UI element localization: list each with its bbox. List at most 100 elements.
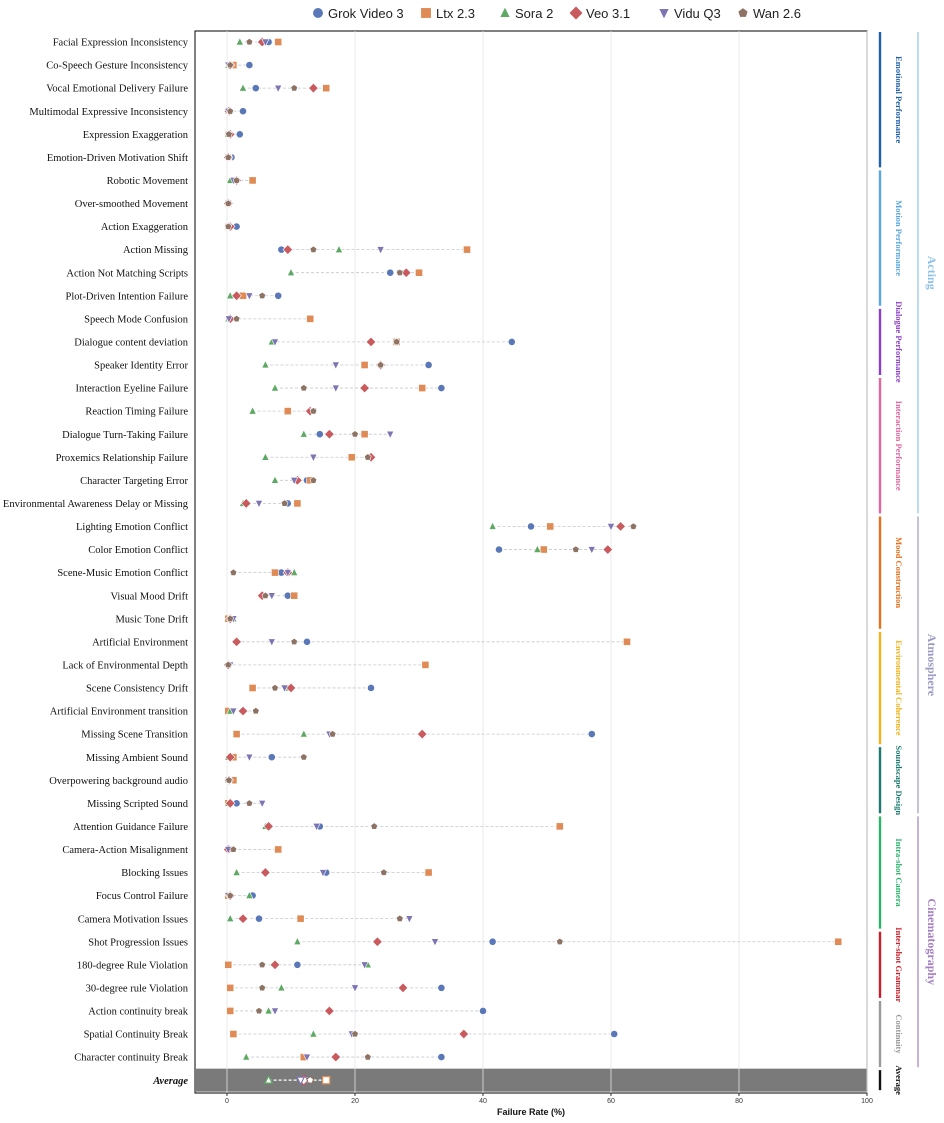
row-label: Speech Mode Confusion (84, 314, 189, 325)
legend-label: Veo 3.1 (586, 6, 630, 21)
data-row (256, 590, 299, 601)
data-point (248, 176, 257, 185)
subcategory: Emotional Performance (878, 32, 904, 168)
subcategory: Dialogue Performance (878, 301, 904, 383)
row-label: Proxemics Relationship Failure (56, 453, 189, 464)
data-point (308, 82, 319, 94)
data-point (309, 476, 318, 484)
data-point (271, 683, 279, 692)
data-row (488, 521, 638, 532)
data-point (372, 936, 383, 947)
data-point (405, 915, 414, 924)
data-row (223, 844, 283, 855)
data-point (437, 1053, 446, 1061)
data-point (232, 730, 241, 738)
subcategory: Inter-shot Grammar (878, 927, 904, 1003)
row-label: Environmental Awareness Delay or Missing (3, 499, 189, 510)
data-point (269, 959, 281, 971)
row-label: Vocal Emotional Delivery Failure (46, 84, 188, 95)
data-point (277, 982, 286, 992)
data-point (834, 937, 843, 946)
average-row (264, 1074, 331, 1086)
data-point (556, 937, 564, 945)
data-row (223, 152, 236, 163)
subcategory-label: Mood Construction (894, 537, 904, 608)
data-point (226, 614, 234, 622)
data-point (396, 914, 404, 922)
data-point (479, 1007, 487, 1015)
data-point (252, 707, 260, 715)
row-label: Overpowering background audio (49, 776, 188, 787)
data-point (267, 638, 276, 647)
data-point (364, 453, 372, 461)
data-point (437, 983, 446, 992)
data-point (424, 361, 433, 369)
subcategory: Average (878, 1065, 904, 1095)
subcategory: Mood Construction (878, 516, 904, 629)
data-row (224, 798, 267, 809)
row-label: Expression Exaggeration (83, 130, 189, 141)
data-point (251, 84, 260, 93)
legend-item: Vidu Q3 (657, 6, 721, 21)
data-point (274, 84, 283, 94)
legend-label: Grok Video 3 (328, 6, 404, 21)
data-point (324, 428, 335, 440)
data-point (606, 523, 616, 532)
row-label: Missing Scene Transition (81, 730, 189, 741)
row-label: Action Not Matching Scripts (66, 268, 188, 279)
legend-marker (737, 7, 749, 18)
row-label: Attention Guidance Failure (73, 822, 188, 833)
data-point (274, 38, 283, 46)
data-point (248, 406, 257, 415)
row-label: 30-degree rule Violation (86, 983, 189, 994)
data-point (258, 983, 266, 992)
data-point (254, 500, 264, 509)
data-row (224, 59, 254, 71)
data-point (270, 383, 280, 392)
row-label: Artificial Environment (92, 637, 188, 648)
data-point (264, 1006, 273, 1015)
data-point (309, 245, 318, 253)
legend: Grok Video 3 Ltx 2.3 Sora 2 Veo 3.1 Vidu Q3 W… (312, 5, 801, 21)
data-point (315, 430, 324, 439)
data-point (322, 84, 331, 93)
data-point (296, 1076, 306, 1086)
row-label: Missing Scripted Sound (87, 799, 189, 810)
data-point (533, 544, 542, 553)
data-point (312, 823, 321, 832)
plot-frame (194, 30, 868, 1094)
row-label: Spatial Continuity Break (84, 1030, 189, 1041)
data-row (242, 1051, 446, 1063)
data-row (261, 452, 377, 463)
data-point (263, 821, 274, 832)
data-point (290, 591, 299, 600)
data-point (280, 499, 289, 507)
data-point (495, 545, 503, 554)
data-row (248, 405, 318, 417)
data-point (507, 338, 516, 346)
data-point (296, 914, 305, 923)
legend-item: Wan 2.6 (737, 6, 801, 21)
row-label: Emotion-Driven Motivation Shift (47, 153, 188, 164)
data-point (232, 867, 241, 876)
row-label: Interaction Eyeline Failure (75, 384, 188, 395)
data-point (286, 267, 296, 277)
legend-label: Vidu Q3 (674, 6, 721, 21)
data-point (225, 130, 233, 138)
legend-label: Sora 2 (515, 6, 553, 21)
data-point (418, 384, 427, 392)
data-point (283, 569, 292, 578)
data-point (267, 753, 276, 762)
data-point (364, 1053, 372, 1061)
data-point (555, 822, 564, 831)
subcategory: Interaction Performance (878, 378, 904, 514)
data-point (359, 382, 370, 394)
category-group: Atmosphere (917, 516, 939, 814)
legend-marker (312, 7, 324, 19)
data-point (367, 684, 375, 692)
row-label: Artificial Environment transition (50, 707, 189, 718)
data-point (306, 1075, 315, 1084)
data-point (602, 544, 614, 555)
data-point (231, 290, 242, 301)
data-point (376, 246, 385, 255)
